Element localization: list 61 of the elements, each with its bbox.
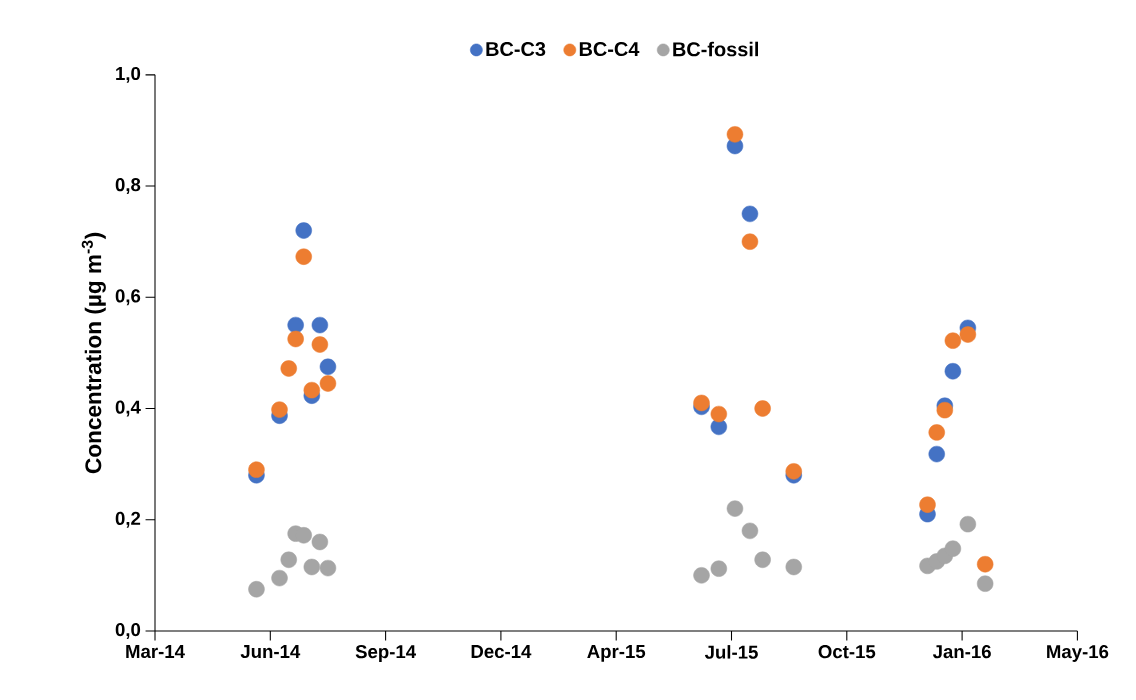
point <box>311 533 329 551</box>
y-tick-label: 0,0 <box>115 622 141 639</box>
point <box>287 316 304 334</box>
point <box>944 540 962 557</box>
x-tick-label: Sep-14 <box>355 645 416 662</box>
point <box>710 405 728 423</box>
y-tick-label: 0,4 <box>115 400 141 417</box>
point <box>936 401 954 419</box>
x-tick-label: Dec-14 <box>471 645 532 659</box>
point <box>928 445 945 463</box>
point <box>959 326 977 343</box>
y-tick-label: 0,2 <box>115 511 141 528</box>
point <box>311 336 329 353</box>
point <box>785 558 802 576</box>
point <box>976 555 994 573</box>
y-tick-label: 0,6 <box>115 289 141 306</box>
point <box>959 515 977 533</box>
point <box>741 233 759 250</box>
point <box>303 558 321 576</box>
point <box>741 522 759 539</box>
point <box>785 463 802 480</box>
legend-label: BC-C4 <box>579 41 640 57</box>
legend-label: BC-fossil <box>673 41 758 57</box>
point <box>726 500 744 517</box>
legend-label: BC-C3 <box>486 41 546 57</box>
point <box>944 332 962 349</box>
point <box>271 401 288 418</box>
point <box>271 569 288 587</box>
point <box>248 461 265 478</box>
point <box>754 551 771 568</box>
point <box>295 248 312 265</box>
point <box>319 559 337 577</box>
point <box>741 205 759 223</box>
point <box>287 330 304 348</box>
y-tick-label: 1,0 <box>116 66 141 83</box>
point <box>693 567 710 584</box>
point <box>280 551 297 568</box>
point <box>319 358 337 375</box>
point <box>319 375 337 392</box>
point <box>295 222 312 239</box>
point <box>693 394 710 412</box>
point <box>311 316 329 334</box>
point <box>928 424 945 441</box>
x-tick-label: Mar-14 <box>126 645 185 659</box>
x-tick-label: Jan-16 <box>932 645 991 659</box>
point <box>710 560 728 577</box>
x-tick-label: Oct-15 <box>818 645 876 659</box>
point <box>976 575 994 592</box>
point <box>944 362 962 380</box>
y-axis-title: Concentration (µg m$^{-3}$) <box>81 232 106 474</box>
point <box>726 126 744 143</box>
point <box>919 496 936 513</box>
x-tick-label: Jun-14 <box>240 645 301 659</box>
point <box>754 400 771 417</box>
x-tick-label: Apr-15 <box>587 645 646 662</box>
x-tick-label: May-16 <box>1047 645 1109 662</box>
point <box>280 360 297 377</box>
x-tick-label: Jul-15 <box>704 645 758 659</box>
y-tick-label: 0,8 <box>115 178 141 194</box>
point <box>248 580 265 598</box>
point <box>303 381 321 399</box>
